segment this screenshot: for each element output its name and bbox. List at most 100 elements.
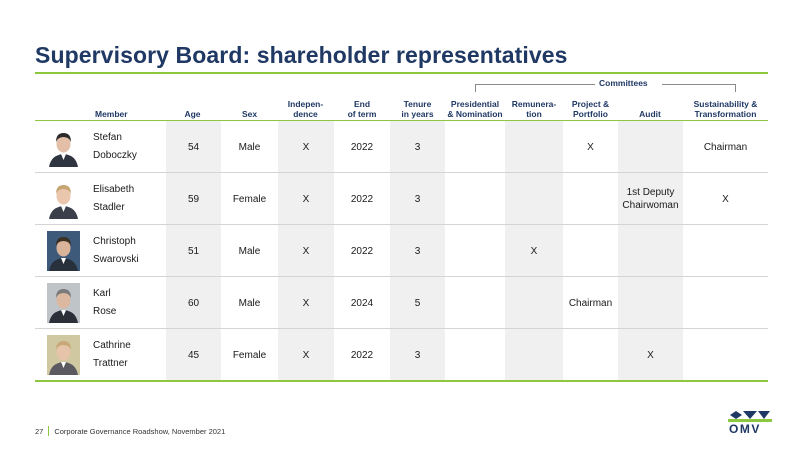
row-divider (35, 276, 768, 277)
cell-end-of-term: 2024 (350, 297, 374, 309)
header-end-of-term: End of term (347, 99, 377, 119)
cell-audit (618, 225, 683, 277)
cell-audit (618, 277, 683, 329)
cell-end-of-term: 2022 (350, 245, 374, 257)
member-photo (47, 231, 80, 271)
cell-presidential (445, 277, 505, 329)
committees-label: Committees (599, 78, 648, 88)
cell-sex: Female (232, 349, 267, 361)
cell-age: 45 (187, 349, 200, 361)
title-divider (35, 72, 768, 74)
shade-tenure-column (390, 121, 445, 380)
member-name: Cathrine Trattner (93, 329, 165, 381)
cell-project (563, 225, 618, 277)
cell-remuneration (505, 277, 563, 329)
cell-audit (618, 121, 683, 173)
member-last-name: Doboczky (93, 150, 137, 161)
cell-remuneration (505, 121, 563, 173)
member-first-name: Karl (93, 288, 111, 299)
page-title: Supervisory Board: shareholder represent… (35, 42, 568, 68)
cell-tenure: 3 (414, 141, 421, 153)
committees-bracket-left-vertical (475, 84, 476, 92)
cell-presidential (445, 225, 505, 277)
footer-separator (48, 426, 50, 436)
cell-audit: 1st Deputy Chairwoman (622, 187, 679, 211)
cell-independence: X (302, 193, 310, 205)
cell-end-of-term: 2022 (350, 141, 374, 153)
cell-presidential (445, 121, 505, 173)
shade-independence-column (278, 121, 334, 380)
cell-sex: Male (238, 297, 261, 309)
header-tenure: Tenure in years (401, 99, 434, 119)
member-first-name: Christoph (93, 236, 136, 247)
member-last-name: Trattner (93, 358, 128, 369)
shade-audit-column (618, 121, 683, 380)
cell-age: 60 (187, 297, 200, 309)
header-remuneration: Remunera-tion (511, 99, 557, 119)
cell-project (563, 173, 618, 225)
cell-sustainability (683, 329, 768, 381)
shade-age-column (166, 121, 221, 380)
footer: 27 Corporate Governance Roadshow, Novemb… (35, 426, 225, 436)
cell-tenure: 3 (414, 245, 421, 257)
header-project: Project & Portfolio (571, 99, 610, 119)
member-last-name: Stadler (93, 202, 125, 213)
member-last-name: Rose (93, 306, 117, 317)
cell-remuneration (505, 173, 563, 225)
cell-end-of-term: 2022 (350, 193, 374, 205)
cell-presidential (445, 173, 505, 225)
header-divider (35, 120, 768, 121)
member-first-name: Elisabeth (93, 184, 135, 195)
cell-tenure: 3 (414, 193, 421, 205)
footer-text: Corporate Governance Roadshow, November … (54, 426, 226, 436)
cell-sustainability (683, 277, 768, 329)
header-member: Member (95, 109, 128, 119)
header-independence: Indepen-dence (287, 99, 324, 119)
member-name: Elisabeth Stadler (93, 173, 165, 225)
member-photo (47, 335, 80, 375)
cell-age: 51 (187, 245, 200, 257)
cell-sex: Male (238, 245, 261, 257)
cell-remuneration (505, 329, 563, 381)
shade-remuneration-column (505, 121, 563, 380)
cell-independence: X (302, 245, 310, 257)
cell-audit: X (647, 349, 654, 361)
omv-logo-text: OMV (729, 422, 761, 436)
row-divider (35, 224, 768, 225)
committees-bracket-right-horizontal (662, 84, 736, 85)
cell-sustainability (683, 225, 768, 277)
cell-end-of-term: 2022 (350, 349, 374, 361)
cell-sex: Male (238, 141, 261, 153)
cell-age: 54 (187, 141, 200, 153)
cell-remuneration: X (530, 245, 538, 257)
cell-tenure: 5 (414, 297, 421, 309)
header-sustainability: Sustainability & Transformation (693, 99, 758, 119)
committees-bracket-right-vertical (735, 84, 736, 92)
cell-project (563, 329, 618, 381)
cell-presidential (445, 329, 505, 381)
page-number: 27 (35, 426, 44, 436)
cell-sex: Female (232, 193, 267, 205)
member-name: Karl Rose (93, 277, 165, 329)
member-name: Stefan Doboczky (93, 121, 165, 173)
cell-age: 59 (187, 193, 200, 205)
cell-tenure: 3 (414, 349, 421, 361)
table-bottom-divider (35, 380, 768, 382)
member-photo (47, 283, 80, 323)
cell-sustainability: Chairman (703, 141, 748, 153)
header-audit: Audit (639, 109, 661, 119)
committees-bracket-left-horizontal (475, 84, 595, 85)
member-last-name: Swarovski (93, 254, 139, 265)
header-presidential: Presidential & Nomination (447, 99, 503, 119)
row-divider (35, 172, 768, 173)
cell-project: X (587, 141, 594, 153)
cell-independence: X (302, 349, 310, 361)
cell-independence: X (302, 297, 310, 309)
member-first-name: Cathrine (93, 340, 131, 351)
omv-logo-icon (728, 411, 772, 422)
member-name: Christoph Swarovski (93, 225, 165, 277)
header-age: Age (184, 109, 201, 119)
row-divider (35, 328, 768, 329)
member-photo (47, 179, 80, 219)
header-sex: Sex (241, 109, 258, 119)
